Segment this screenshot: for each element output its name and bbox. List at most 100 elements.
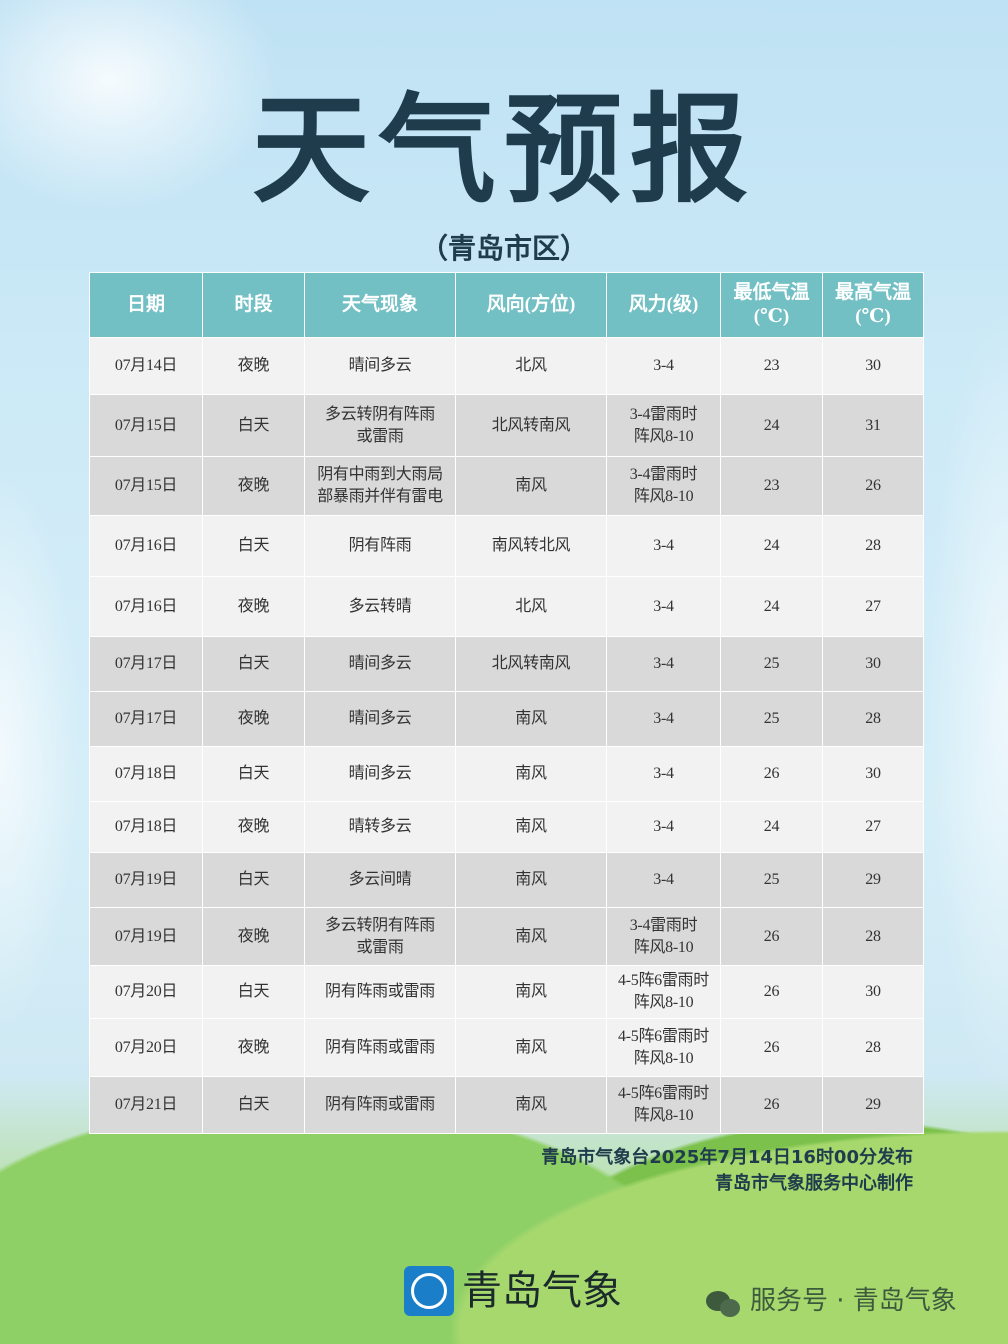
producer-credit: 青岛市气象服务中心制作 xyxy=(715,1173,913,1194)
table-row: 07月16日 白天 阴有阵雨 南风转北风 3-4 24 28 xyxy=(89,515,924,577)
table-cell: 南风 xyxy=(455,801,607,853)
table-cell: 23 xyxy=(720,456,823,516)
table-row: 07月17日 白天 晴间多云 北风转南风 3-4 25 30 xyxy=(89,636,924,692)
qingdao-weather-logo-icon xyxy=(404,1266,454,1316)
table-cell: 南风 xyxy=(455,852,607,908)
table-cell: 07月17日 xyxy=(89,636,203,692)
table-cell: 南风 xyxy=(455,691,607,747)
table-cell: 北风 xyxy=(455,337,607,395)
table-row: 07月15日 夜晚 阴有中雨到大雨局 部暴雨并伴有雷电 南风 3-4雷雨时 阵风8-10… xyxy=(89,456,924,516)
table-cell: 31 xyxy=(822,394,924,457)
table-row: 07月20日 白天 阴有阵雨或雷雨 南风 4-5阵6雷雨时 阵风8-10 26 30 xyxy=(89,965,924,1019)
table-cell: 29 xyxy=(822,852,924,908)
table-cell: 晴间多云 xyxy=(304,636,456,692)
column-header: 天气现象 xyxy=(304,272,456,338)
table-cell: 07月20日 xyxy=(89,965,203,1019)
table-header-row: 日期 时段 天气现象 风向(方位) 风力(级) 最低气温 (℃) 最高气温 (℃) xyxy=(89,272,924,338)
table-cell: 南风 xyxy=(455,965,607,1019)
table-cell: 24 xyxy=(720,576,823,637)
table-cell: 南风 xyxy=(455,907,607,966)
table-cell: 夜晚 xyxy=(202,907,305,966)
table-cell: 阴有阵雨 xyxy=(304,515,456,577)
table-cell: 07月19日 xyxy=(89,852,203,908)
column-header: 风力(级) xyxy=(606,272,721,338)
table-cell: 26 xyxy=(720,1018,823,1077)
table-row: 07月20日 夜晚 阴有阵雨或雷雨 南风 4-5阵6雷雨时 阵风8-10 26 28 xyxy=(89,1018,924,1077)
table-cell: 3-4 xyxy=(606,801,721,853)
table-row: 07月21日 白天 阴有阵雨或雷雨 南风 4-5阵6雷雨时 阵风8-10 26 29 xyxy=(89,1076,924,1134)
table-cell: 南风 xyxy=(455,456,607,516)
table-cell: 07月19日 xyxy=(89,907,203,966)
column-header: 风向(方位) xyxy=(455,272,607,338)
table-cell: 23 xyxy=(720,337,823,395)
table-cell: 25 xyxy=(720,691,823,747)
table-cell: 07月15日 xyxy=(89,394,203,457)
table-cell: 夜晚 xyxy=(202,1018,305,1077)
column-header: 最高气温 (℃) xyxy=(822,272,924,338)
table-row: 07月18日 夜晚 晴转多云 南风 3-4 24 27 xyxy=(89,801,924,853)
table-cell: 晴间多云 xyxy=(304,691,456,747)
table-cell: 30 xyxy=(822,965,924,1019)
table-cell: 白天 xyxy=(202,1076,305,1134)
table-cell: 南风 xyxy=(455,1076,607,1134)
table-cell: 07月18日 xyxy=(89,746,203,802)
table-cell: 4-5阵6雷雨时 阵风8-10 xyxy=(606,1018,721,1077)
table-cell: 28 xyxy=(822,907,924,966)
table-cell: 夜晚 xyxy=(202,801,305,853)
table-cell: 多云间晴 xyxy=(304,852,456,908)
table-cell: 25 xyxy=(720,852,823,908)
table-cell: 27 xyxy=(822,801,924,853)
page-subtitle: （青岛市区） xyxy=(419,232,588,265)
table-row: 07月15日 白天 多云转阴有阵雨 或雷雨 北风转南风 3-4雷雨时 阵风8-10 24 3… xyxy=(89,394,924,457)
table-cell: 阴有阵雨或雷雨 xyxy=(304,1076,456,1134)
table-cell: 白天 xyxy=(202,394,305,457)
table-cell: 白天 xyxy=(202,515,305,577)
table-cell: 3-4 xyxy=(606,746,721,802)
table-cell: 阴有阵雨或雷雨 xyxy=(304,1018,456,1077)
table-cell: 07月16日 xyxy=(89,515,203,577)
table-cell: 07月17日 xyxy=(89,691,203,747)
table-cell: 24 xyxy=(720,801,823,853)
table-cell: 3-4 xyxy=(606,636,721,692)
table-cell: 3-4 xyxy=(606,691,721,747)
table-cell: 多云转阴有阵雨 或雷雨 xyxy=(304,394,456,457)
table-cell: 26 xyxy=(720,746,823,802)
column-header: 最低气温 (℃) xyxy=(720,272,823,338)
table-cell: 夜晚 xyxy=(202,691,305,747)
table-cell: 26 xyxy=(822,456,924,516)
table-cell: 白天 xyxy=(202,746,305,802)
table-cell: 晴间多云 xyxy=(304,746,456,802)
table-cell: 多云转晴 xyxy=(304,576,456,637)
column-header: 日期 xyxy=(89,272,203,338)
table-row: 07月19日 白天 多云间晴 南风 3-4 25 29 xyxy=(89,852,924,908)
table-cell: 夜晚 xyxy=(202,337,305,395)
table-cell: 3-4 xyxy=(606,576,721,637)
table-cell: 3-4雷雨时 阵风8-10 xyxy=(606,907,721,966)
table-cell: 3-4 xyxy=(606,515,721,577)
table-cell: 白天 xyxy=(202,852,305,908)
table-cell: 26 xyxy=(720,965,823,1019)
table-cell: 北风 xyxy=(455,576,607,637)
table-cell: 3-4雷雨时 阵风8-10 xyxy=(606,394,721,457)
table-cell: 南风转北风 xyxy=(455,515,607,577)
table-cell: 阴有阵雨或雷雨 xyxy=(304,965,456,1019)
table-cell: 07月21日 xyxy=(89,1076,203,1134)
wechat-account-label: 服务号 · 青岛气象 xyxy=(750,1286,957,1316)
table-cell: 北风转南风 xyxy=(455,636,607,692)
table-cell: 30 xyxy=(822,746,924,802)
table-cell: 28 xyxy=(822,1018,924,1077)
table-cell: 26 xyxy=(720,1076,823,1134)
table-cell: 30 xyxy=(822,636,924,692)
table-cell: 29 xyxy=(822,1076,924,1134)
table-cell: 30 xyxy=(822,337,924,395)
logo-text: 青岛气象 xyxy=(462,1268,622,1314)
table-cell: 白天 xyxy=(202,636,305,692)
table-row: 07月14日 夜晚 晴间多云 北风 3-4 23 30 xyxy=(89,337,924,395)
page-title: 天气预报 xyxy=(251,81,756,219)
table-cell: 4-5阵6雷雨时 阵风8-10 xyxy=(606,1076,721,1134)
publish-credit: 青岛市气象台2025年7月14日16时00分发布 xyxy=(541,1147,913,1168)
table-cell: 多云转阴有阵雨 或雷雨 xyxy=(304,907,456,966)
table-cell: 南风 xyxy=(455,1018,607,1077)
table-cell: 07月20日 xyxy=(89,1018,203,1077)
table-cell: 南风 xyxy=(455,746,607,802)
